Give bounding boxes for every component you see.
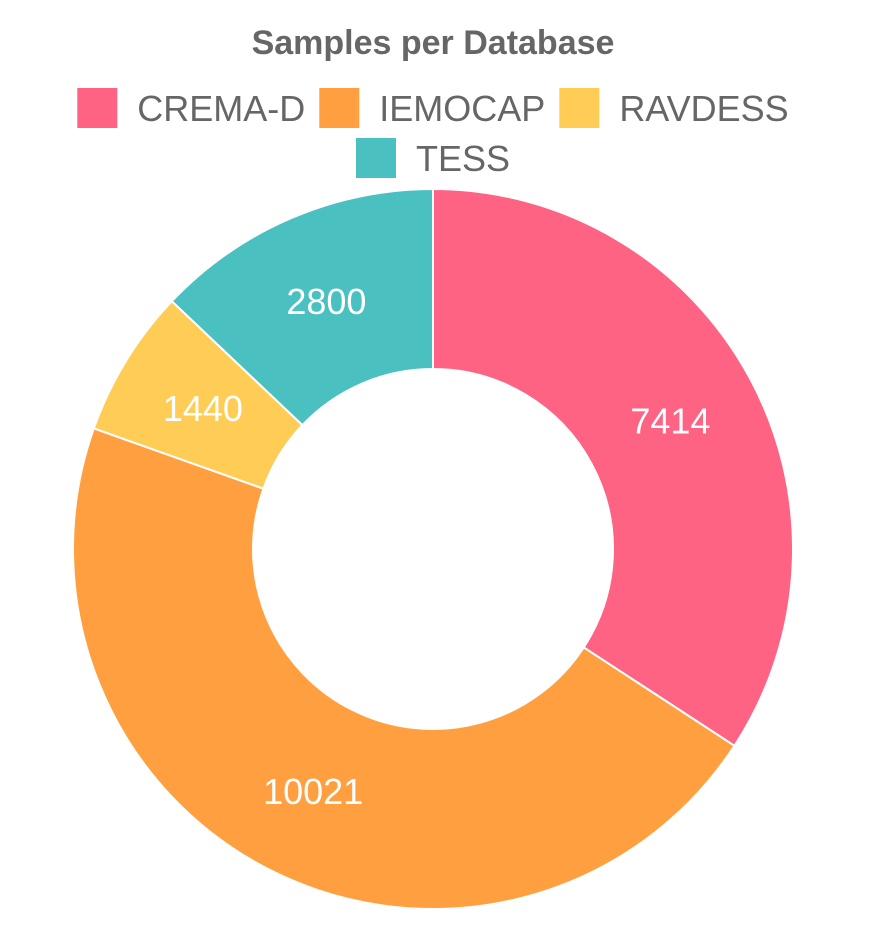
- chart-title: Samples per Database: [252, 24, 615, 62]
- data-labels: 7414 10021 1440 2800: [163, 281, 711, 812]
- legend-item-iemocap[interactable]: IEMOCAP: [319, 88, 545, 129]
- legend-label-ravdess: RAVDESS: [619, 88, 788, 129]
- data-label-ravdess: 1440: [163, 388, 243, 429]
- legend-swatch-tess: [355, 138, 396, 178]
- data-label-iemocap: 10021: [263, 771, 363, 812]
- legend-item-ravdess[interactable]: RAVDESS: [559, 88, 789, 129]
- data-label-crema-d: 7414: [630, 400, 710, 441]
- slice-iemocap[interactable]: [72, 427, 736, 910]
- slices: [72, 187, 794, 910]
- legend-label-tess: TESS: [416, 138, 510, 179]
- data-label-tess: 2800: [286, 281, 366, 322]
- legend-label-iemocap: IEMOCAP: [379, 88, 545, 129]
- legend-label-crema-d: CREMA-D: [137, 88, 305, 129]
- legend: CREMA-D IEMOCAP RAVDESS TESS: [77, 88, 789, 179]
- legend-swatch-crema-d: [77, 88, 118, 128]
- slice-crema-d[interactable]: [432, 187, 794, 748]
- legend-swatch-ravdess: [559, 88, 600, 128]
- slice-tess[interactable]: [170, 187, 434, 427]
- legend-swatch-iemocap: [319, 88, 360, 128]
- legend-item-crema-d[interactable]: CREMA-D: [77, 88, 305, 129]
- legend-item-tess[interactable]: TESS: [355, 138, 510, 179]
